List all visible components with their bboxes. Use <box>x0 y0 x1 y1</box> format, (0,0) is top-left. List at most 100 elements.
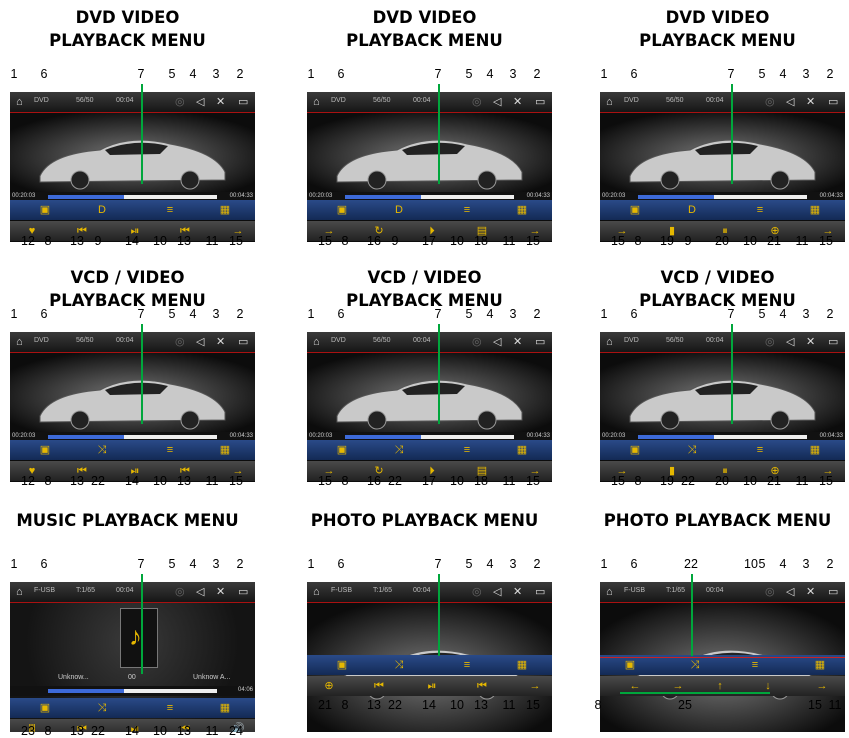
control-button-12[interactable]: ♥ <box>28 225 36 237</box>
control-button-15[interactable]: → <box>822 225 834 237</box>
screen-icon[interactable]: ▭ <box>535 96 546 108</box>
control-button-12[interactable]: ♥ <box>28 465 36 477</box>
control-button-10[interactable]: ≡ <box>463 444 471 456</box>
control-button-11[interactable]: ▦ <box>814 659 826 671</box>
arrow-button[interactable]: ↓ <box>765 680 771 692</box>
screen-icon[interactable]: ▭ <box>238 336 249 348</box>
settings-icon[interactable]: ✕ <box>806 586 816 598</box>
control-button-20[interactable]: ⏸ <box>722 225 728 237</box>
control-button-11[interactable]: ▦ <box>809 444 821 456</box>
volume-icon[interactable]: ◁ <box>493 336 502 348</box>
arrow-button[interactable]: ↑ <box>717 680 723 692</box>
control-button-10[interactable]: ≡ <box>751 659 759 671</box>
control-button-15[interactable]: → <box>616 225 628 237</box>
volume-icon[interactable]: ◁ <box>786 586 795 598</box>
control-button-15[interactable]: → <box>529 465 541 477</box>
control-button-9[interactable]: D <box>395 204 403 216</box>
progress-track[interactable] <box>48 195 217 199</box>
control-button-22[interactable]: ⤨ <box>394 444 404 456</box>
home-icon[interactable]: ⌂ <box>16 336 23 348</box>
home-icon[interactable]: ⌂ <box>606 96 613 108</box>
settings-icon[interactable]: ✕ <box>806 336 816 348</box>
control-button-19[interactable]: ▮ <box>668 465 676 477</box>
settings-icon[interactable]: ✕ <box>216 586 226 598</box>
screen-icon[interactable]: ▭ <box>828 586 839 598</box>
progress-bar[interactable]: 04:06 <box>10 686 255 696</box>
screen-icon[interactable]: ▭ <box>238 96 249 108</box>
progress-bar[interactable]: 00:20:03 00:04:33 <box>10 432 255 442</box>
home-icon[interactable]: ⌂ <box>606 336 613 348</box>
volume-icon[interactable]: ◁ <box>196 336 205 348</box>
volume-icon[interactable]: ◁ <box>493 96 502 108</box>
settings-icon[interactable]: ✕ <box>513 336 523 348</box>
control-button-10[interactable]: ≡ <box>463 204 471 216</box>
control-button-22[interactable]: ⤨ <box>687 444 697 456</box>
control-button-11[interactable]: ▦ <box>219 444 231 456</box>
settings-icon[interactable]: ✕ <box>216 96 226 108</box>
screen-icon[interactable]: ▭ <box>535 586 546 598</box>
control-button-9[interactable]: D <box>688 204 696 216</box>
screen-icon[interactable]: ▭ <box>238 586 249 598</box>
home-icon[interactable]: ⌂ <box>16 586 23 598</box>
settings-icon[interactable]: ✕ <box>513 586 523 598</box>
control-button-8[interactable]: ▣ <box>629 444 641 456</box>
control-button-16[interactable]: ↻ <box>374 465 384 477</box>
control-button-8[interactable]: ▣ <box>336 444 348 456</box>
control-button-8[interactable]: ▣ <box>39 444 51 456</box>
control-button-11[interactable]: ▦ <box>516 659 528 671</box>
control-button-18[interactable]: ▤ <box>476 465 488 477</box>
control-button-15[interactable]: → <box>529 225 541 237</box>
control-button-22[interactable]: ⤨ <box>394 659 404 671</box>
control-button-13[interactable]: ⏮ <box>477 680 487 692</box>
control-button-13[interactable]: ⏮ <box>374 680 384 692</box>
control-button-9[interactable]: D <box>98 204 106 216</box>
control-button-22[interactable]: ⤨ <box>690 659 700 671</box>
home-icon[interactable]: ⌂ <box>606 586 613 598</box>
progress-bar[interactable]: 00:20:03 00:04:33 <box>600 192 845 202</box>
control-button-19[interactable]: ▮ <box>668 225 676 237</box>
home-icon[interactable]: ⌂ <box>313 96 320 108</box>
control-button-11[interactable]: ▦ <box>516 204 528 216</box>
control-button-10[interactable]: ≡ <box>166 204 174 216</box>
progress-track[interactable] <box>48 689 217 693</box>
progress-bar[interactable]: 00:20:03 00:04:33 <box>600 432 845 442</box>
control-button-21[interactable]: ⊕ <box>770 465 780 477</box>
control-button-16[interactable]: ↻ <box>374 225 384 237</box>
control-button-20[interactable]: ⏸ <box>722 465 728 477</box>
control-button-8[interactable]: ▣ <box>629 204 641 216</box>
screen-icon[interactable]: ▭ <box>535 336 546 348</box>
arrow-button[interactable]: ← <box>629 680 641 692</box>
control-button-21[interactable]: ⊕ <box>770 225 780 237</box>
progress-bar[interactable]: 00:20:03 00:04:33 <box>307 192 552 202</box>
control-button-17[interactable]: ⏵ <box>429 465 435 477</box>
control-button-22[interactable]: ⤨ <box>97 702 107 714</box>
control-button-10[interactable]: ≡ <box>463 659 471 671</box>
settings-icon[interactable]: ✕ <box>513 96 523 108</box>
volume-icon[interactable]: ◁ <box>196 586 205 598</box>
control-button-11[interactable]: ▦ <box>219 702 231 714</box>
control-button-15[interactable]: → <box>822 465 834 477</box>
control-button-18[interactable]: ▤ <box>476 225 488 237</box>
volume-icon[interactable]: ◁ <box>786 336 795 348</box>
control-button-15[interactable]: → <box>232 465 244 477</box>
control-button-21[interactable]: ⊕ <box>324 680 334 692</box>
progress-track[interactable] <box>345 195 514 199</box>
control-button-14[interactable]: ⏯ <box>427 680 437 692</box>
progress-track[interactable] <box>345 435 514 439</box>
control-button-11[interactable]: ▦ <box>219 204 231 216</box>
control-button-10[interactable]: ≡ <box>166 702 174 714</box>
control-button-22[interactable]: ⤨ <box>97 444 107 456</box>
control-button-14[interactable]: ⏯ <box>130 465 140 477</box>
control-button-15[interactable]: → <box>232 225 244 237</box>
settings-icon[interactable]: ✕ <box>806 96 816 108</box>
control-button-8[interactable]: ▣ <box>39 204 51 216</box>
home-icon[interactable]: ⌂ <box>313 586 320 598</box>
progress-bar[interactable]: 00:20:03 00:04:33 <box>10 192 255 202</box>
volume-icon[interactable]: ◁ <box>786 96 795 108</box>
progress-track[interactable] <box>638 435 807 439</box>
control-button-15[interactable]: → <box>529 680 541 692</box>
control-button-10[interactable]: ≡ <box>756 444 764 456</box>
screen-icon[interactable]: ▭ <box>828 336 839 348</box>
settings-icon[interactable]: ✕ <box>216 336 226 348</box>
control-button-8[interactable]: ▣ <box>336 659 348 671</box>
